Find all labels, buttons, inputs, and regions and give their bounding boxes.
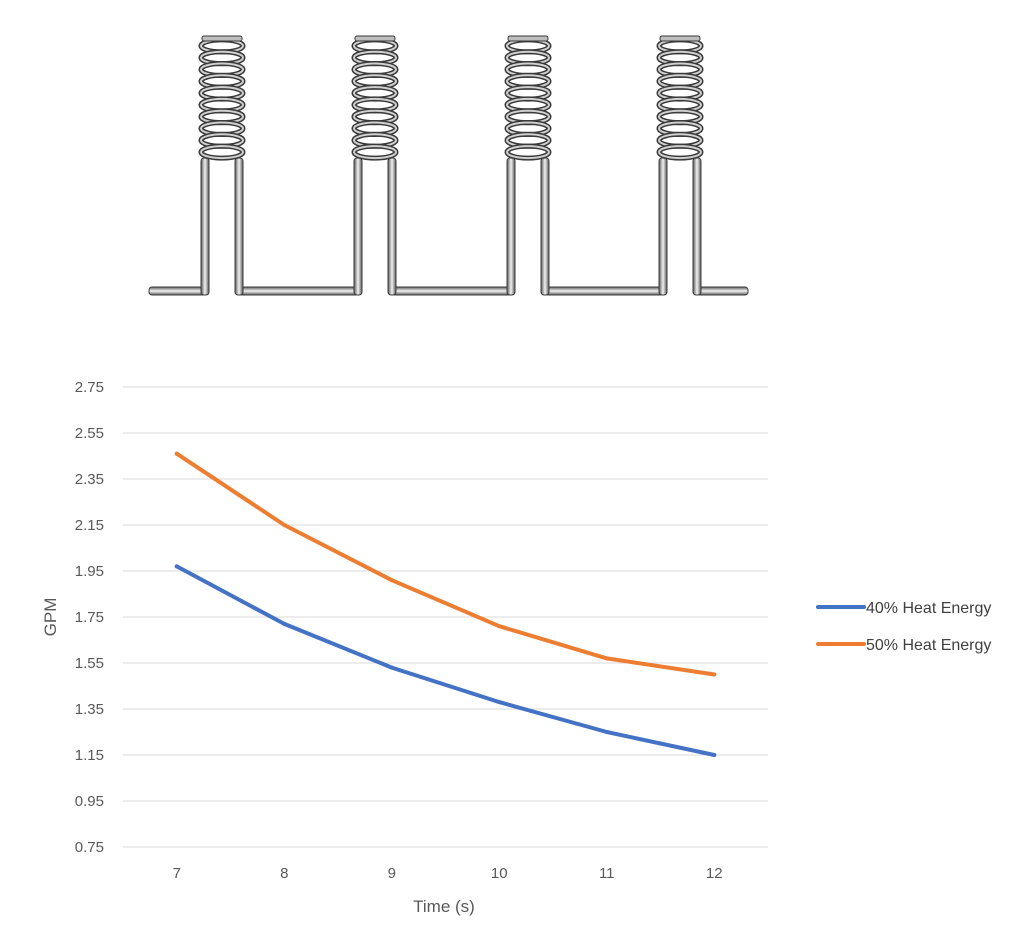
- helical-coil-icon: [656, 35, 704, 296]
- line-chart: 0.75 0.95 1.15 1.35 1.55 1.75 1.95 2.15 2.35 2.55…: [41, 379, 991, 916]
- x-tick-label: 9: [388, 865, 396, 882]
- x-tick-label: 7: [173, 865, 181, 882]
- y-axis-title: GPM: [41, 598, 60, 637]
- y-axis-tick-labels: 0.75 0.95 1.15 1.35 1.55 1.75 1.95 2.15 2.35 2.55…: [75, 379, 104, 856]
- horizontal-pipe-icon: [148, 286, 206, 296]
- data-point: [174, 451, 179, 456]
- data-point: [712, 672, 717, 677]
- x-tick-label: 11: [599, 865, 615, 882]
- y-tick-label: 1.75: [75, 609, 104, 626]
- series-line-2: [174, 451, 717, 677]
- y-tick-label: 0.95: [75, 793, 104, 810]
- y-tick-label: 2.55: [75, 425, 104, 442]
- data-point: [497, 700, 502, 705]
- chart-legend: 40% Heat Energy 50% Heat Energy: [816, 600, 991, 654]
- series-line-1: [174, 564, 717, 757]
- data-point: [604, 656, 609, 661]
- chart-series: [174, 451, 717, 757]
- horizontal-pipe-icon: [391, 286, 512, 296]
- y-tick-label: 0.75: [75, 839, 104, 856]
- data-point: [389, 665, 394, 670]
- y-tick-label: 2.15: [75, 517, 104, 534]
- data-point: [497, 624, 502, 629]
- y-tick-label: 2.35: [75, 471, 104, 488]
- horizontal-pipe-icon: [544, 286, 664, 296]
- y-tick-label: 2.75: [75, 379, 104, 396]
- data-point: [282, 523, 287, 527]
- horizontal-pipe-icon: [696, 286, 749, 296]
- x-axis-title: Time (s): [413, 897, 475, 916]
- x-tick-label: 12: [706, 865, 723, 882]
- x-axis-tick-labels: 7 8 9 10 11 12: [173, 865, 723, 882]
- legend-label: 40% Heat Energy: [866, 600, 991, 617]
- y-tick-label: 1.55: [75, 655, 104, 672]
- helical-coil-icon: [351, 35, 399, 296]
- y-tick-label: 1.35: [75, 701, 104, 718]
- x-tick-label: 8: [280, 865, 288, 882]
- data-point: [282, 621, 287, 626]
- coiled-tube-illustration: [148, 35, 749, 296]
- data-point: [604, 730, 609, 734]
- x-tick-label: 10: [491, 865, 508, 882]
- helical-coil-icon: [198, 35, 246, 296]
- helical-coil-icon: [504, 35, 552, 296]
- legend-label: 50% Heat Energy: [866, 637, 991, 654]
- chart-gridlines: [123, 386, 768, 848]
- y-tick-label: 1.15: [75, 747, 104, 764]
- horizontal-pipe-icon: [238, 286, 359, 296]
- data-point: [174, 564, 179, 569]
- data-point: [389, 578, 394, 583]
- data-point: [712, 753, 717, 757]
- y-tick-label: 1.95: [75, 563, 104, 580]
